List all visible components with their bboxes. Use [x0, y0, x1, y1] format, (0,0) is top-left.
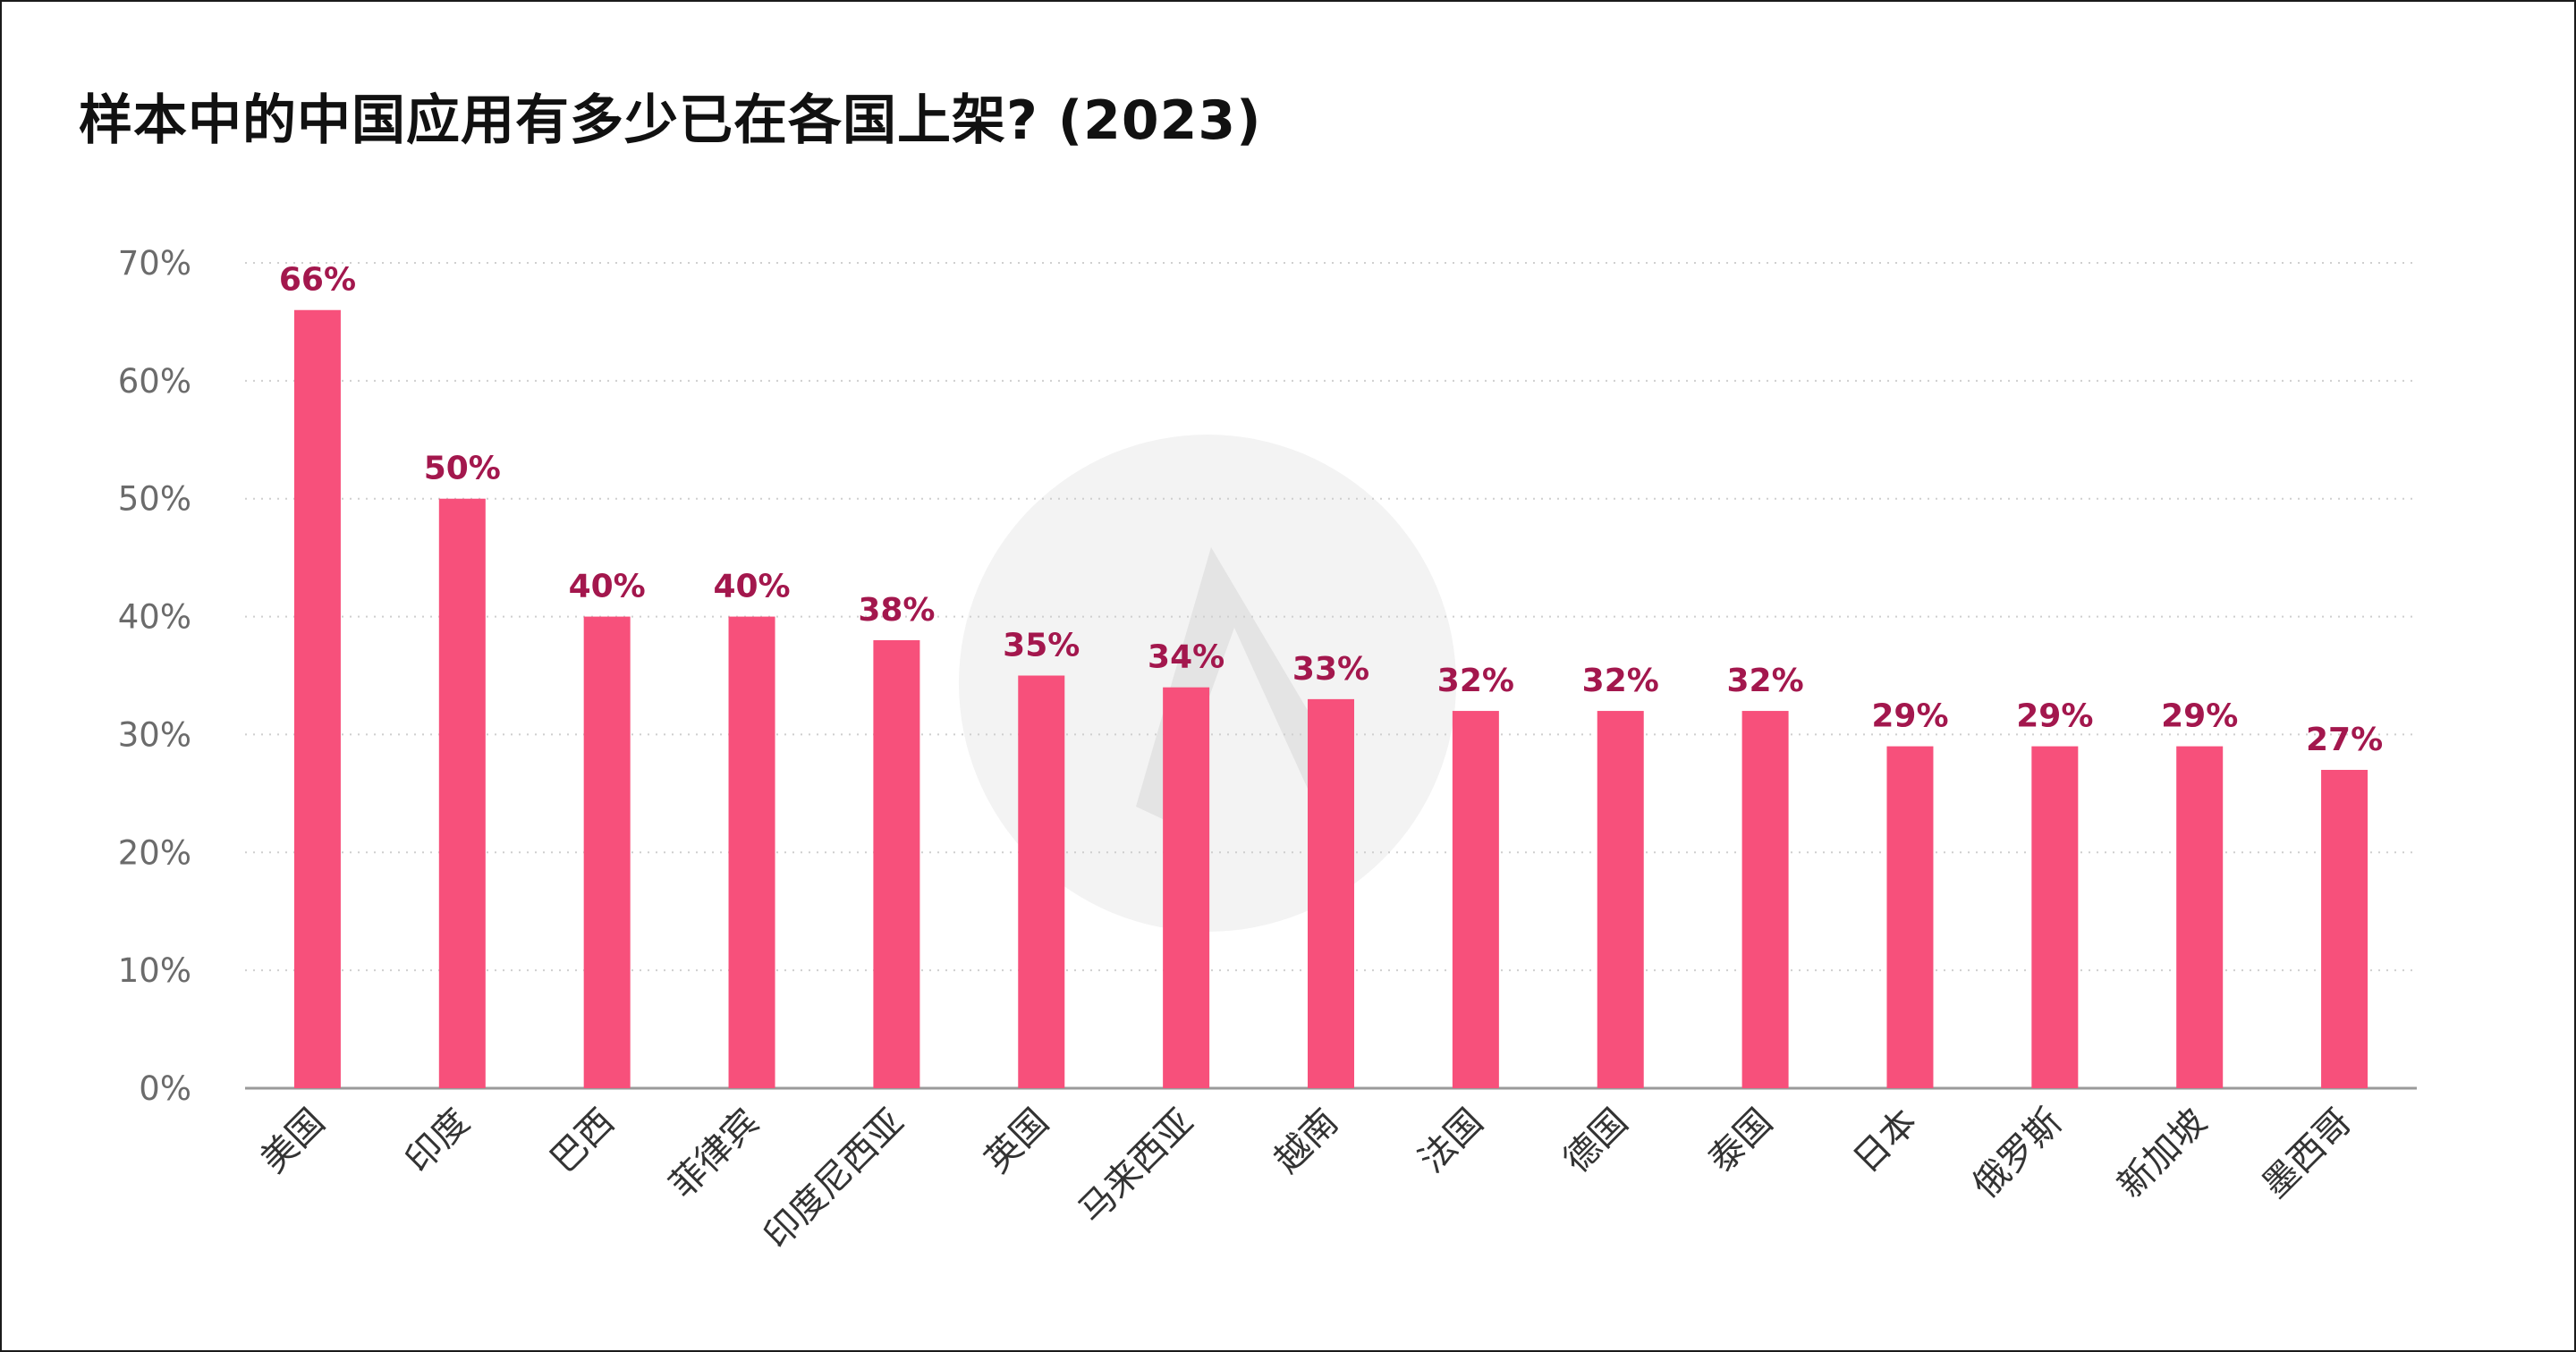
bar	[2321, 769, 2368, 1088]
bar-value-label: 32%	[1727, 663, 1804, 699]
bar	[2031, 746, 2079, 1088]
bar-value-label: 27%	[2306, 722, 2383, 758]
bar-value-label: 32%	[1437, 663, 1514, 699]
bar-value-label: 32%	[1582, 663, 1659, 699]
bar-value-label: 33%	[1292, 651, 1369, 688]
bar-value-label: 29%	[1871, 698, 1948, 735]
y-tick-label: 30%	[118, 715, 191, 754]
x-category-label: 德国	[1556, 1102, 1636, 1181]
x-category-label: 越南	[1267, 1102, 1346, 1181]
x-category-label: 巴西	[543, 1102, 623, 1181]
x-category-label: 泰国	[1701, 1102, 1781, 1181]
x-category-label: 印度	[398, 1102, 478, 1181]
x-category-label: 墨西哥	[2255, 1102, 2360, 1206]
bar-value-label: 29%	[2161, 698, 2238, 735]
y-tick-label: 70%	[118, 244, 191, 283]
bar-value-label: 40%	[569, 569, 646, 605]
bar	[1452, 711, 1499, 1088]
x-category-label: 马来西亚	[1072, 1102, 1202, 1232]
y-tick-label: 20%	[118, 833, 191, 872]
y-tick-label: 40%	[118, 598, 191, 637]
x-category-label: 菲律宾	[662, 1102, 767, 1206]
bar	[2176, 746, 2224, 1088]
bar-value-label: 34%	[1148, 639, 1224, 676]
bar-value-label: 66%	[279, 262, 356, 299]
x-category-label: 英国	[977, 1102, 1056, 1181]
chart-title: 样本中的中国应用有多少已在各国上架? (2023)	[79, 89, 1262, 152]
bar	[1163, 687, 1210, 1088]
bar-value-label: 35%	[1003, 628, 1080, 664]
y-tick-label: 60%	[118, 362, 191, 401]
x-category-label: 新加坡	[2110, 1102, 2215, 1206]
bar	[583, 616, 631, 1088]
bar-value-label: 29%	[2016, 698, 2093, 735]
bar	[1886, 746, 1934, 1088]
x-category-label: 法国	[1411, 1102, 1491, 1181]
bar	[873, 639, 920, 1088]
bar	[1597, 711, 1644, 1088]
bar-value-label: 38%	[858, 592, 935, 629]
x-category-label: 俄罗斯	[1965, 1102, 2070, 1206]
bar	[1741, 711, 1789, 1088]
bar	[293, 309, 341, 1088]
x-category-label: 日本	[1845, 1102, 1925, 1181]
bar-value-label: 50%	[424, 451, 501, 487]
y-tick-label: 10%	[118, 951, 191, 990]
x-category-label: 美国	[253, 1102, 333, 1181]
bar	[1018, 675, 1065, 1088]
y-tick-label: 50%	[118, 480, 191, 519]
x-category-label: 印度尼西亚	[757, 1102, 912, 1257]
bar-value-label: 40%	[713, 569, 790, 605]
bar	[1308, 698, 1354, 1088]
bar	[438, 498, 486, 1088]
y-tick-label: 0%	[139, 1069, 191, 1108]
bar	[728, 616, 775, 1088]
